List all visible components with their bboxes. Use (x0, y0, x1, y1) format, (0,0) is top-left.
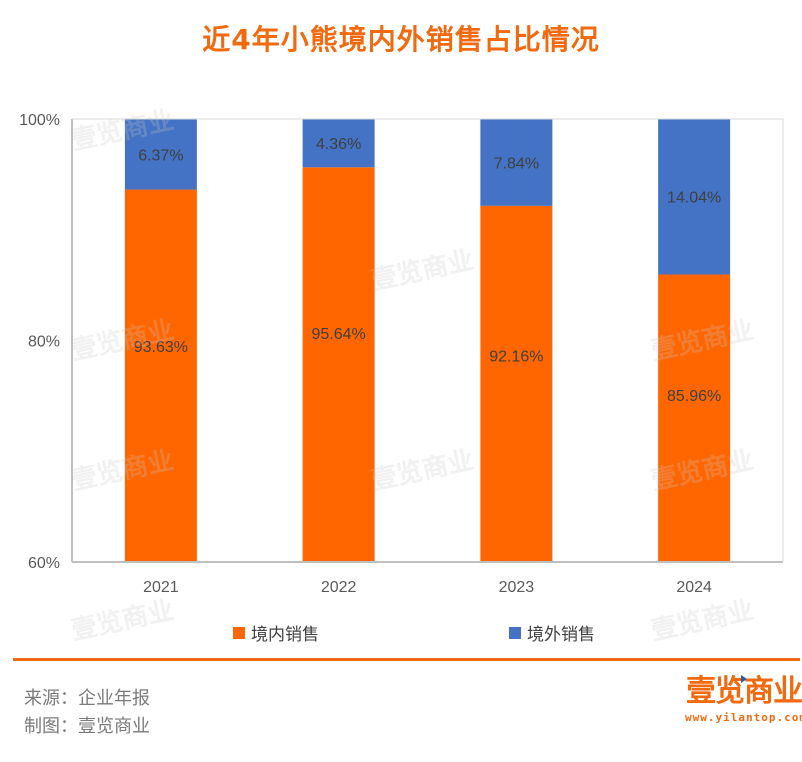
bar-domestic-2023 (480, 205, 553, 562)
bar-domestic-2021 (124, 189, 197, 563)
data-label-overseas-2021: 6.37% (138, 147, 183, 164)
logo-play-icon (741, 675, 747, 683)
data-label-overseas-2024: 14.04% (667, 190, 721, 207)
data-label-domestic-2024: 85.96% (667, 388, 721, 405)
legend-swatch-overseas (509, 626, 521, 639)
legend-label-domestic: 境内销售 (251, 625, 319, 645)
bar-overseas-2022 (302, 119, 375, 168)
stacked-bar-chart: 60% 80% 100% 2021 2022 2023 2024 93.63% 6.37% 95… (19, 112, 784, 596)
maker-text: 制图：壹览商业 (24, 716, 150, 737)
x-tick-label: 2022 (321, 579, 357, 596)
data-label-domestic-2023: 92.16% (489, 348, 543, 365)
y-tick-label: 60% (28, 555, 60, 572)
brand-logo: 壹览商业 (686, 674, 802, 709)
bar-overseas-2023 (480, 119, 553, 206)
x-tick-label: 2021 (143, 579, 179, 596)
data-label-overseas-2022: 4.36% (316, 136, 361, 153)
legend-item-overseas: 境外销售 (509, 620, 595, 645)
bar-overseas-2021 (124, 119, 197, 190)
bar-overseas-2024 (658, 119, 731, 275)
y-tick-label: 80% (28, 334, 60, 351)
brand-url: www.yilantop.com (685, 711, 802, 724)
footer-divider (13, 658, 800, 661)
data-label-overseas-2023: 7.84% (494, 155, 539, 172)
legend-label-overseas: 境外销售 (527, 625, 595, 645)
y-tick-label: 100% (19, 112, 60, 129)
bar-domestic-2024 (658, 274, 731, 562)
data-label-domestic-2021: 93.63% (134, 339, 188, 356)
x-tick-label: 2024 (676, 579, 712, 596)
legend-swatch-domestic (233, 626, 245, 639)
data-label-domestic-2022: 95.64% (311, 326, 365, 343)
chart-title: 近4年小熊境内外销售占比情况 (202, 23, 600, 56)
bar-domestic-2022 (302, 167, 375, 563)
legend-item-domestic: 境内销售 (233, 620, 319, 645)
x-tick-label: 2023 (499, 579, 535, 596)
source-text: 来源：企业年报 (24, 688, 150, 709)
